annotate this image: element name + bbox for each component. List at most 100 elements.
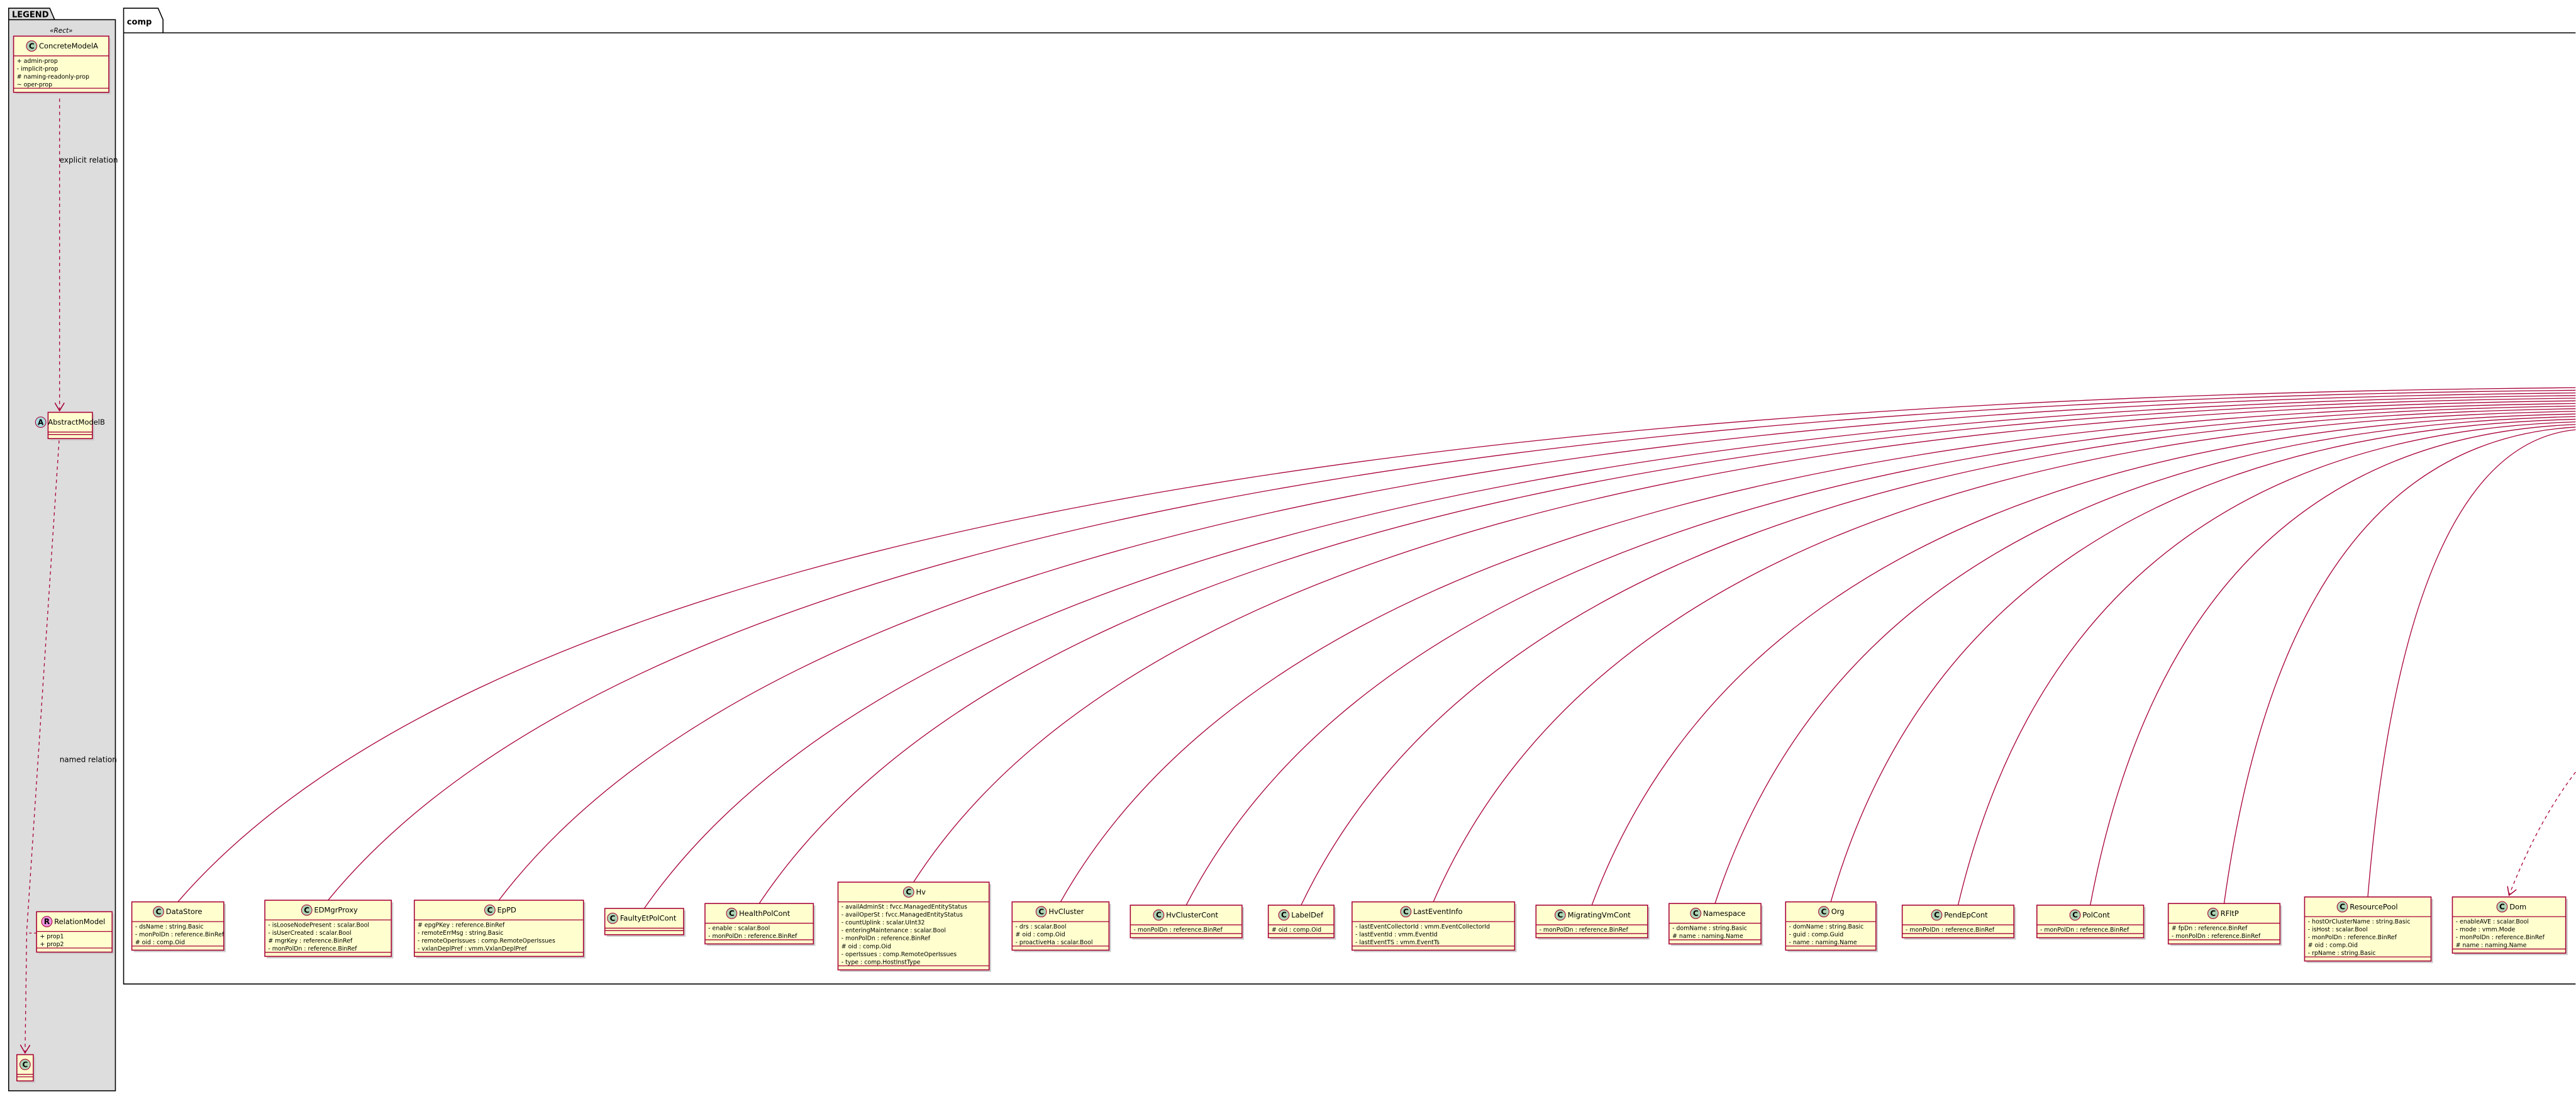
class-attribute: # epgPKey : reference.BinRef [418,922,505,929]
containment-link [2367,429,2576,897]
class-name: ConcreteModelA [39,42,98,50]
class-attribute: - enteringMaintenance : scalar.Bool [841,927,946,934]
class-attribute: - availAdminSt : fvcc.ManagedEntityStatu… [841,904,967,911]
class-attribute: - monPolDn : reference.BinRef [2456,934,2545,941]
class-name: PolCont [2082,910,2110,919]
class-rect [1267,905,1335,939]
class-rect [2304,896,2432,962]
class-attribute: + prop1 [40,934,64,940]
class-attribute: - monPolDn : reference.BinRef [1540,927,1629,934]
class-attribute: # fpDn : reference.BinRef [2172,925,2248,932]
stereotype: «Rect» [50,27,72,35]
class-box: C HealthPolCont - enable : scalar.Bool- mo… [704,903,816,946]
class-rect [1130,905,1243,939]
class-icon-letter: R [44,917,50,926]
class-icon-letter: C [304,906,309,915]
class-icon-letter: C [2072,911,2078,920]
containment-link [2223,427,2576,904]
class-rect [413,900,584,957]
class-attribute: # naming-readonly-prop [17,74,89,81]
class-attribute: # mgrKey : reference.BinRef [268,937,353,944]
class-icon-letter: C [2210,909,2216,918]
class-icon-letter: A [38,418,44,427]
class-icon [2496,901,2508,913]
containment-link [643,395,2576,909]
class-icon [607,912,618,924]
class-attribute: - monPolDn : reference.BinRef [2172,933,2261,940]
comp-tab [123,8,164,33]
classes: C ConcreteModelA + admin-prop- implicit-pr… [13,35,2568,1083]
class-icon-letter: C [1821,907,1827,916]
class-attribute: - domName : string.Basic [1789,923,1863,930]
class-attribute: # oid : comp.Oid [2308,942,2358,949]
class-rect [131,901,225,951]
containment-link [758,398,2576,904]
class-box: A AbstractModelB [35,411,105,441]
class-attribute: - isUserCreated : scalar.Bool [268,930,351,937]
class-box: C PolCont - monPolDn : reference.BinRef [2036,905,2146,940]
class-attribute: - domName : string.Basic [1672,925,1747,932]
class-rect [1352,901,1516,951]
class-name: HealthPolCont [739,909,791,918]
class-icon-letter: C [29,42,35,50]
named-relation-label: named relation [60,756,117,764]
class-icon [19,1059,31,1071]
class-name: EDMgrProxy [314,906,358,915]
class-icon-letter: C [156,907,162,916]
explicit-relation-label: explicit relation [60,156,118,165]
class-attribute: - monPolDn : reference.BinRef [2308,934,2397,941]
class-attribute: - enableAVE : scalar.Bool [2456,918,2529,925]
class-icon [35,416,47,428]
class-box: C HvClusterCont - monPolDn : reference.Bin… [1130,905,1245,940]
class-box: R RelationModel + prop1+ prop2 [36,911,114,954]
legend-tab [8,8,55,20]
class-icon-letter: C [1403,907,1409,916]
class-attribute: - name : naming.Name [1789,939,1857,946]
class-rect [2451,896,2567,954]
class-attribute: - drs : scalar.Bool [1016,923,1067,930]
class-attribute: - monPolDn : reference.BinRef [2040,927,2129,934]
class-icon-letter: C [906,888,911,896]
comp-package [123,32,2576,985]
class-name: FaultyEtPolCont [620,914,677,923]
class-icon-letter: C [1038,907,1044,916]
class-rect [1901,905,2015,939]
class-name: HvCluster [1048,907,1084,916]
comp-title: comp [127,18,152,27]
class-attribute: - monPolDn : reference.BinRef [268,946,357,952]
class-icon [1818,906,1829,918]
class-icon-letter: C [1693,909,1699,918]
class-attribute: - rpName : string.Basic [2308,950,2376,957]
class-rect [264,900,392,957]
class-name: MigratingVmCont [1568,910,1631,919]
class-attribute: - monPolDn : reference.BinRef [841,935,931,942]
containment-link [1591,413,2576,906]
class-attribute: - vxlanDeplPref : vmm.VxlanDeplPref [418,946,527,952]
containment-link [2090,424,2576,905]
class-name: ResourcePool [2350,902,2397,911]
class-icon [726,908,738,919]
links [177,387,2576,909]
class-attribute: - type : comp.HostInstType [841,959,921,966]
class-attribute: - hostOrClusterName : string.Basic [2308,918,2411,925]
class-attribute: - monPolDn : reference.BinRef [708,933,797,940]
class-icon-letter: C [2340,903,2345,912]
class-icon-letter: C [1281,911,1287,920]
class-box: C Org - domName : string.Basic- guid : com… [1785,901,1879,952]
class-icon [2207,908,2219,919]
class-box: C HvCluster - drs : scalar.Bool# oid : com… [1011,901,1111,952]
class-attribute: ~ oper-prop [17,81,52,88]
named-relation-line [25,433,60,1052]
class-icon [2336,901,2348,913]
class-attribute: - lastEventCollectorId : vmm.EventCollec… [1355,923,1490,930]
containment-link [1957,421,2576,906]
class-icon-letter: C [1934,911,1940,920]
class-icon-letter: C [1156,911,1162,920]
class-attribute: # name : naming.Name [2456,942,2527,949]
class-attribute: - monPolDn : reference.BinRef [1906,927,1995,934]
class-icon-letter: C [729,909,735,918]
class-attribute: - implicit-prop [17,65,58,72]
class-attribute: - countUplink : scalar.UInt32 [841,920,925,927]
class-box: C LastEventInfo - lastEventCollectorId : v… [1352,901,1517,952]
class-name: Dom [2509,902,2526,911]
